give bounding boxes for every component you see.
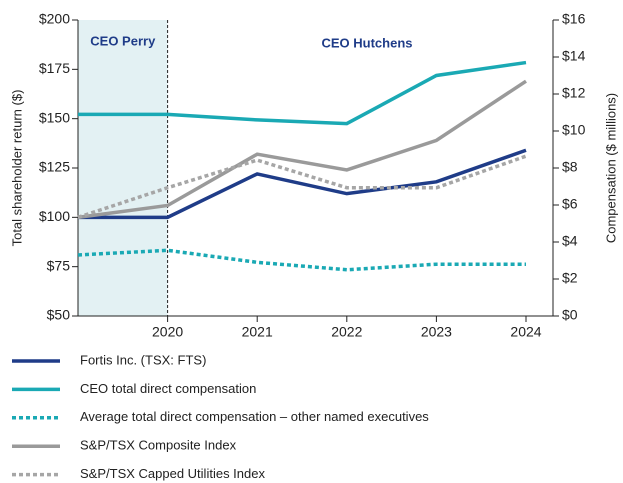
- y-tick-label: $175: [39, 60, 70, 76]
- y2-tick-label: $4: [562, 233, 578, 249]
- x-tick-label: 2024: [510, 324, 541, 340]
- x-tick-label: 2020: [152, 324, 183, 340]
- legend-label: Average total direct compensation – othe…: [80, 409, 429, 424]
- y2-tick-label: $14: [562, 48, 586, 64]
- y2-tick-label: $12: [562, 85, 586, 101]
- series-line: [78, 60, 527, 126]
- x-tick-label: 2022: [331, 324, 362, 340]
- y2-tick-label: $2: [562, 270, 578, 286]
- y2-tick-label: $10: [562, 122, 586, 138]
- y-tick-label: $50: [47, 307, 71, 323]
- legend-label: Fortis Inc. (TSX: FTS): [80, 352, 206, 367]
- series-line: [77, 248, 526, 272]
- y2-tick-label: $8: [562, 159, 578, 175]
- series-line: [78, 148, 527, 220]
- x-tick-label: 2023: [421, 324, 452, 340]
- y-tick-label: $150: [39, 109, 70, 125]
- y2-axis-title: Compensation ($ millions): [603, 93, 618, 243]
- y2-tick-label: $6: [562, 196, 578, 212]
- legend-label: CEO total direct compensation: [80, 381, 256, 396]
- legend-label: S&P/TSX Composite Index: [80, 438, 237, 453]
- annotation: CEO Perry: [90, 33, 156, 48]
- y-tick-label: $75: [47, 257, 71, 273]
- y2-tick-label: $16: [562, 11, 586, 27]
- series-line: [77, 154, 527, 219]
- y-tick-label: $100: [39, 208, 70, 224]
- y2-tick-label: $0: [562, 307, 578, 323]
- tenure-band: [78, 20, 168, 316]
- y-tick-label: $200: [39, 11, 70, 27]
- legend-label: S&P/TSX Capped Utilities Index: [80, 466, 265, 481]
- x-tick-label: 2021: [242, 324, 273, 340]
- y-tick-label: $125: [39, 159, 70, 175]
- annotation: CEO Hutchens: [321, 35, 412, 50]
- series-line: [77, 79, 527, 220]
- y-axis-title: Total shareholder return ($): [9, 90, 24, 247]
